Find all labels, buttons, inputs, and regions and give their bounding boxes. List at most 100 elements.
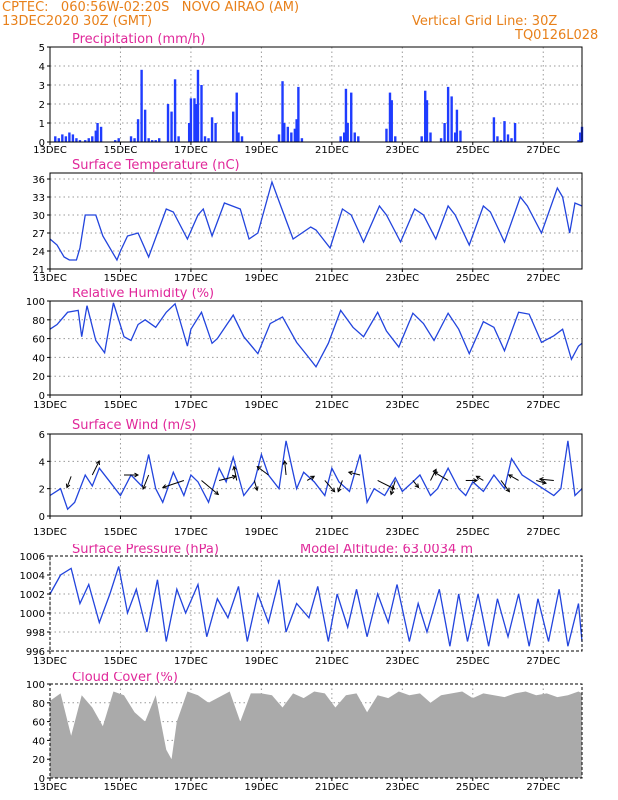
precip-bar [187, 123, 191, 142]
precip-bar [117, 138, 120, 142]
precip-bar [61, 134, 64, 142]
y-tick-label: 30 [32, 211, 45, 222]
precip-bar [214, 123, 217, 142]
cloud-cover-area [50, 691, 582, 778]
y-tick-label: 1002 [20, 590, 45, 601]
x-tick-label: 27DEC [526, 145, 560, 156]
wind-vector [337, 480, 343, 492]
x-tick-label: 21DEC [315, 273, 349, 284]
grid-note: Vertical Grid Line: 30Z [412, 14, 558, 29]
precip-bar [503, 121, 506, 142]
wind-vector [508, 474, 519, 481]
wind-vector-head [134, 472, 140, 478]
wind-vector [201, 480, 219, 495]
precip-bar [510, 138, 513, 142]
y-tick-label: 33 [32, 193, 45, 204]
precip-bar [385, 128, 388, 142]
wind-vector [377, 480, 395, 490]
x-tick-label: 15DEC [104, 782, 138, 793]
precip-bar [203, 136, 207, 142]
x-tick-label: 19DEC [245, 273, 279, 284]
x-tick-label: 19DEC [245, 145, 279, 156]
x-tick-label: 25DEC [456, 145, 490, 156]
x-tick-label: 27DEC [526, 782, 560, 793]
x-tick-label: 25DEC [456, 527, 490, 538]
wind-vector-head [414, 483, 420, 489]
precip-bar [99, 126, 103, 142]
precip-bar [425, 100, 429, 142]
y-tick-label: 40 [32, 736, 45, 747]
x-tick-label: 27DEC [526, 656, 560, 667]
temperature-panel: 21 24 27 30 33 36 13DEC 15DEC 17DEC 19DEC 21DEC 23D… [0, 156, 618, 288]
precip-bar [91, 136, 94, 142]
wind-vector-head [433, 471, 439, 476]
plot-frame [49, 300, 583, 396]
x-tick-label: 13DEC [33, 273, 67, 284]
wind-vector-head [256, 465, 262, 471]
wind-vector [284, 460, 287, 476]
wind-vector [218, 475, 237, 481]
precip-bar [286, 126, 290, 142]
wind-vector [433, 471, 449, 481]
precip-bar [173, 79, 177, 142]
x-tick-label: 15DEC [104, 527, 138, 538]
precip-bar [300, 138, 304, 142]
y-tick-label: 1004 [20, 571, 45, 582]
wind-vector-head [310, 475, 316, 480]
y-tick-label: 20 [32, 755, 45, 766]
x-tick-label: 23DEC [385, 273, 419, 284]
precip-bar [237, 132, 240, 142]
wind-vector-head [214, 490, 220, 496]
precip-bar [297, 86, 300, 142]
precip-bar [140, 69, 143, 142]
precip-bar [459, 130, 462, 142]
precip-bar [283, 123, 286, 142]
precip-bar [344, 88, 348, 142]
y-tick-label: 27 [32, 229, 45, 240]
x-tick-label: 17DEC [174, 527, 208, 538]
chart-header: CPTEC: 060:56W-02:20S NOVO AIRAO (AM) 13… [0, 0, 618, 46]
x-tick-label: 25DEC [456, 656, 490, 667]
x-tick-label: 19DEC [245, 400, 279, 411]
precip-bar [147, 138, 150, 142]
precip-bar [57, 138, 61, 142]
y-tick-label: 60 [32, 335, 45, 346]
wind-vector-head [65, 483, 71, 489]
precip-bar [277, 134, 281, 142]
precip-bar [450, 96, 453, 142]
wind-vector [253, 480, 258, 491]
precip-bar [136, 119, 140, 142]
precip-bar [240, 136, 244, 142]
precip-bar [87, 138, 90, 142]
precip-bar [388, 92, 392, 142]
pressure-panel: 996 998 1000 1002 1004 1006 13DEC 15DEC 17DEC 19D… [0, 544, 618, 672]
precip-bar [154, 140, 157, 142]
y-tick-label: 100 [26, 680, 45, 691]
series-line [49, 179, 583, 262]
x-tick-label: 17DEC [174, 273, 208, 284]
wind-vector-head [538, 477, 544, 482]
y-tick-label: 1006 [20, 552, 45, 563]
precip-bar [579, 132, 582, 142]
y-tick-label: 0 [39, 512, 45, 523]
precip-bar [113, 140, 117, 142]
x-tick-label: 27DEC [526, 273, 560, 284]
precip-bar [189, 98, 193, 142]
precip-bar [64, 136, 68, 142]
wind-vector [142, 474, 150, 490]
panel-title: Cloud Cover (%) [72, 672, 178, 685]
wind-vector-head [541, 480, 548, 485]
x-tick-label: 27DEC [526, 527, 560, 538]
x-tick-label: 23DEC [385, 782, 419, 793]
y-tick-label: 998 [26, 628, 45, 639]
precip-bar [177, 136, 180, 142]
wind-vector [536, 479, 547, 484]
y-tick-label: 996 [26, 647, 45, 658]
precip-bar [429, 132, 432, 142]
precip-bar [424, 90, 427, 142]
x-tick-label: 15DEC [104, 400, 138, 411]
precip-bar [235, 92, 238, 142]
precip-bar [195, 104, 198, 142]
wind-vector-head [337, 487, 342, 493]
precip-bar [577, 140, 580, 142]
